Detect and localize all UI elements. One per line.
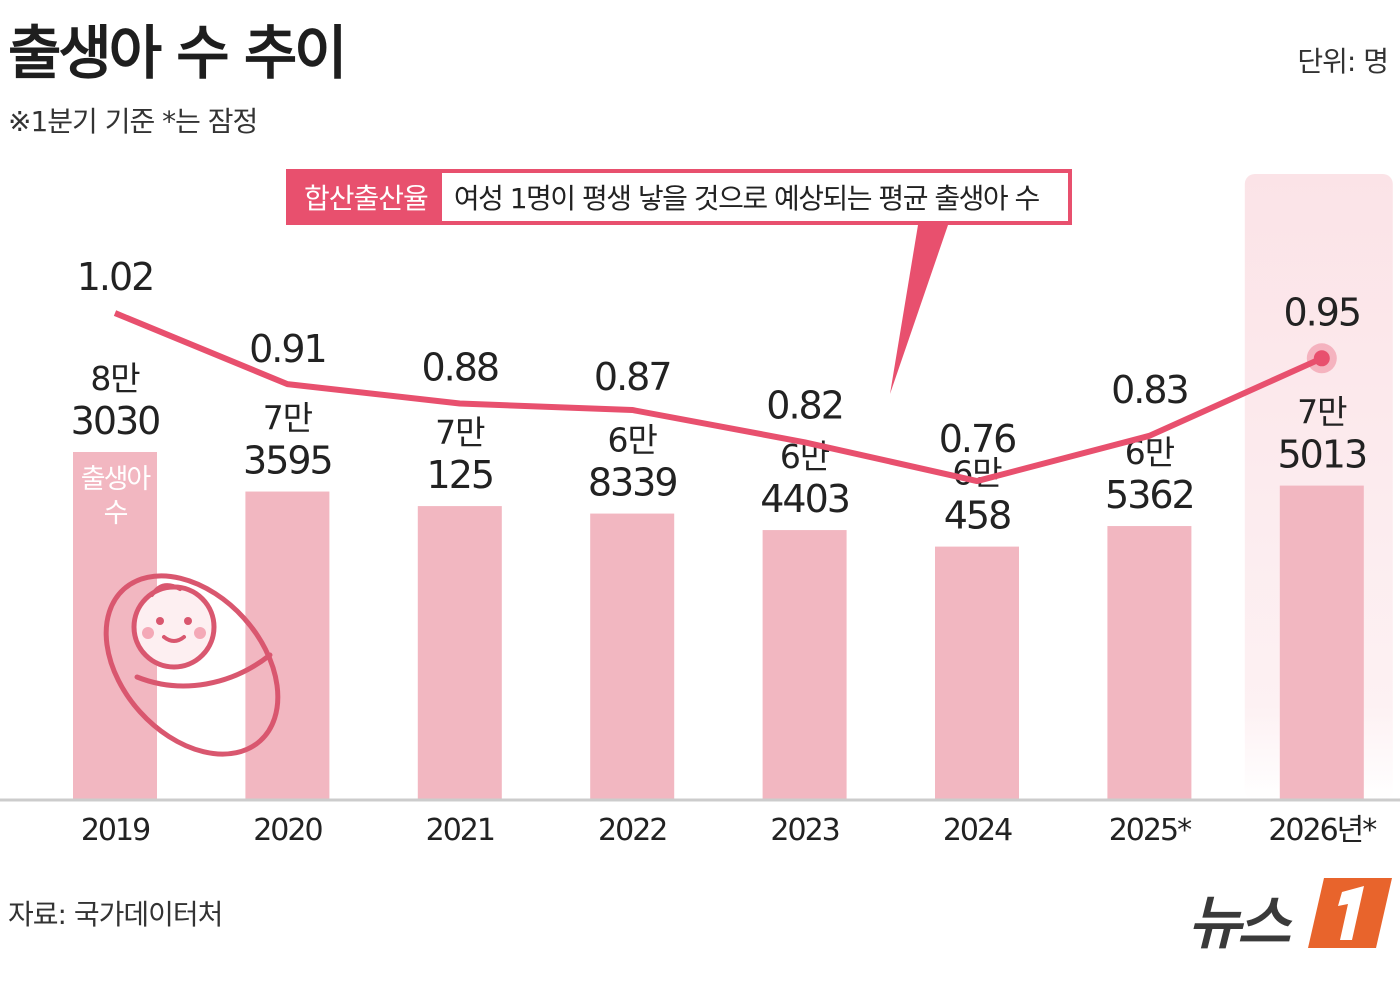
baby-mouth — [162, 635, 186, 643]
news1-logo: 뉴스 — [1188, 872, 1394, 957]
bar-series-label-line: 출생아 — [81, 464, 152, 495]
x-tick-label: 2022 — [598, 813, 666, 848]
baby-eye — [156, 617, 164, 625]
rate-label: 0.83 — [1111, 368, 1188, 412]
baby-eye — [184, 617, 192, 625]
x-tick-label: 2023 — [770, 813, 838, 848]
baby-cheek — [194, 627, 206, 639]
bar-label-bottom: 4403 — [760, 477, 849, 521]
rate-label: 0.91 — [249, 327, 326, 371]
bar-label-bottom: 5013 — [1277, 433, 1366, 477]
x-tick-label: 2019 — [81, 813, 149, 848]
bar-label-bottom: 125 — [427, 453, 494, 497]
rate-label: 0.95 — [1283, 290, 1360, 334]
rate-point — [1313, 350, 1330, 367]
x-tick-label: 2026년* — [1268, 813, 1377, 848]
bar-label-bottom: 5362 — [1105, 473, 1194, 517]
bar — [762, 530, 847, 800]
bar — [1279, 485, 1364, 800]
bar-label-bottom: 8339 — [588, 461, 677, 505]
bar-label-bottom: 458 — [944, 494, 1011, 538]
bar-label-bottom: 3030 — [71, 399, 160, 443]
baby-icon — [103, 573, 281, 757]
chart-note: ※1분기 기준 *는 잠정 — [8, 105, 258, 138]
bar-label-top: 8만 — [90, 359, 140, 398]
legend-callout: 합산출산율 여성 1명이 평생 낳을 것으로 예상되는 평균 출생아 수 — [286, 169, 1072, 225]
rate-line — [113, 310, 1324, 485]
baby-face — [131, 584, 217, 670]
x-tick-label: 2020 — [253, 813, 322, 848]
source-label: 자료: 국가데이터처 — [8, 898, 223, 931]
rate-label: 0.76 — [939, 417, 1016, 461]
baby-hair — [150, 583, 182, 597]
baby-wrap-outline — [103, 573, 281, 757]
unit-label: 단위: 명 — [1297, 45, 1389, 78]
bar-label-top: 7만 — [263, 399, 313, 438]
legend-pointer — [890, 225, 948, 394]
legend-description: 여성 1명이 평생 낳을 것으로 예상되는 평균 출생아 수 — [453, 182, 1040, 215]
x-tick-label: 2021 — [426, 813, 494, 848]
rate-label: 0.87 — [594, 355, 671, 399]
page-title: 출생아 수 추이 — [8, 19, 348, 87]
x-tick-label: 2024 — [943, 813, 1012, 848]
bar-label-top: 7만 — [1297, 393, 1347, 432]
bar-label-top: 7만 — [435, 413, 485, 452]
rate-label: 0.82 — [766, 383, 843, 427]
bar — [417, 506, 502, 800]
bar-label-top: 6만 — [952, 454, 1002, 493]
rate-label: 1.02 — [77, 255, 154, 299]
bar — [1107, 526, 1192, 800]
bar — [935, 546, 1019, 800]
baby-cheek — [142, 627, 154, 639]
legend-key: 합산출산율 — [290, 173, 442, 221]
baby-wrap-fold — [134, 652, 273, 689]
rate-label: 0.88 — [421, 346, 498, 390]
bar-series-label-line: 수 — [104, 498, 128, 529]
x-tick-label: 2025* — [1109, 813, 1192, 848]
bar-series-label: 출생아 수 — [81, 464, 152, 529]
bar-label-top: 6만 — [608, 421, 658, 460]
bar-label-bottom: 3595 — [243, 439, 332, 483]
bar — [590, 513, 675, 800]
logo-text: 뉴스 — [1188, 889, 1291, 957]
bar — [245, 491, 330, 800]
logo-badge-icon — [1308, 878, 1392, 948]
